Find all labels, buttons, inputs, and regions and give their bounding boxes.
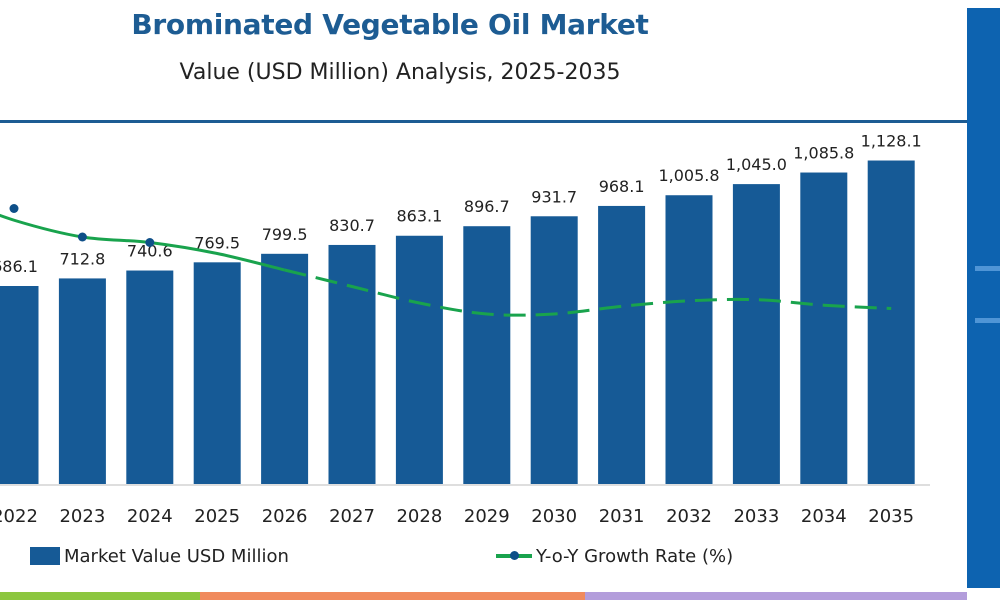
bar-value-label-2024: 740.6	[127, 242, 173, 261]
x-tick-label-2028: 2028	[396, 506, 442, 527]
bar-2029	[463, 226, 511, 484]
bar-2032	[665, 195, 713, 484]
header-divider	[0, 120, 967, 123]
bar-value-label-2030: 931.7	[531, 187, 577, 206]
bar-value-label-2028: 863.1	[396, 207, 442, 226]
bar-value-label-2035: 1,128.1	[861, 132, 922, 151]
growth-line-dashed	[284, 268, 892, 317]
x-tick-label-2025: 2025	[194, 506, 240, 527]
bar-2028	[395, 235, 443, 484]
bar-2022	[0, 286, 39, 484]
chart-area: 686.1 2022 712.8 2023 740.6 2024 769.5 2025 799.…	[0, 132, 930, 527]
legend-item-growth-rate: Y-o-Y Growth Rate (%)	[496, 544, 733, 568]
x-tick-label-2034: 2034	[801, 506, 847, 527]
bar-2023	[58, 278, 106, 484]
bar-value-label-2032: 1,005.8	[658, 166, 719, 185]
bottom-strip-orange	[200, 592, 585, 600]
bar-value-label-2034: 1,085.8	[793, 144, 854, 163]
legend-item-market-value: Market Value USD Million	[30, 544, 289, 568]
bar-value-label-2025: 769.5	[194, 233, 240, 252]
chart-title: Brominated Vegetable Oil Market	[131, 8, 649, 41]
bar-2025	[193, 262, 241, 484]
x-tick-label-2031: 2031	[599, 506, 645, 527]
side-panel-mark	[975, 266, 1000, 271]
x-tick-label-2033: 2033	[733, 506, 779, 527]
growth-marker-2022	[9, 204, 19, 213]
bar-2026	[261, 253, 309, 484]
growth-line-solid	[0, 213, 285, 272]
x-tick-label-2022: 2022	[0, 506, 38, 527]
bar-2030	[530, 216, 578, 484]
side-panel-mark	[975, 318, 1000, 323]
side-panel	[967, 8, 1000, 588]
x-tick-label-2027: 2027	[329, 506, 375, 527]
legend-bar-swatch	[30, 547, 60, 565]
bar-2035	[867, 160, 915, 484]
bottom-strip-purple	[585, 592, 967, 600]
x-tick-label-2024: 2024	[127, 506, 173, 527]
bar-value-label-2033: 1,045.0	[726, 155, 787, 174]
x-tick-label-2026: 2026	[262, 506, 308, 527]
bar-value-label-2029: 896.7	[464, 197, 510, 216]
legend-label-growth-rate: Y-o-Y Growth Rate (%)	[536, 545, 734, 567]
legend-label-market-value: Market Value USD Million	[64, 545, 289, 567]
x-tick-label-2030: 2030	[531, 506, 577, 527]
chart-subtitle: Value (USD Million) Analysis, 2025-2035	[179, 60, 621, 85]
bar-value-label-2027: 830.7	[329, 216, 375, 235]
bar-value-label-2022: 686.1	[0, 257, 38, 276]
bottom-strip-green	[0, 592, 200, 600]
bar-2034	[800, 172, 848, 484]
x-tick-label-2029: 2029	[464, 506, 510, 527]
legend-line-swatch	[496, 551, 532, 560]
bar-value-label-2023: 712.8	[59, 249, 105, 268]
x-tick-label-2035: 2035	[868, 506, 914, 527]
bar-2033	[732, 184, 780, 485]
bar-2031	[598, 205, 646, 485]
bar-2024	[126, 270, 174, 484]
bar-2027	[328, 244, 376, 484]
bar-value-label-2031: 968.1	[599, 177, 645, 196]
x-tick-label-2023: 2023	[59, 506, 105, 527]
bar-value-label-2026: 799.5	[262, 225, 308, 244]
growth-marker-2023	[77, 232, 87, 242]
x-tick-label-2032: 2032	[666, 506, 712, 527]
growth-marker-2024	[145, 238, 155, 247]
